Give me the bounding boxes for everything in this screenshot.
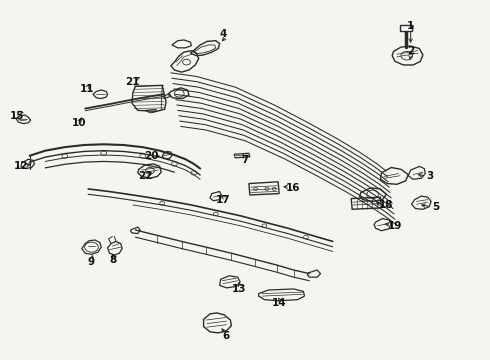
Text: 1: 1: [407, 21, 414, 31]
Text: 8: 8: [110, 255, 117, 265]
Text: 11: 11: [79, 84, 94, 94]
FancyBboxPatch shape: [400, 25, 412, 31]
Text: 22: 22: [138, 171, 152, 181]
Text: 20: 20: [144, 151, 159, 161]
Text: 10: 10: [72, 118, 87, 128]
Text: 21: 21: [125, 77, 139, 87]
Text: 14: 14: [272, 298, 287, 308]
Text: 4: 4: [220, 28, 227, 39]
Text: 12: 12: [14, 161, 28, 171]
Text: 15: 15: [10, 111, 24, 121]
Text: 2: 2: [407, 46, 414, 57]
Text: 7: 7: [241, 156, 249, 165]
Text: 3: 3: [426, 171, 434, 181]
Text: 5: 5: [432, 202, 440, 212]
Text: 16: 16: [286, 183, 300, 193]
Text: 17: 17: [216, 195, 230, 204]
Text: 18: 18: [379, 200, 393, 210]
Text: 6: 6: [222, 332, 229, 342]
Text: 19: 19: [388, 221, 402, 231]
Text: 9: 9: [88, 257, 95, 267]
Text: 13: 13: [232, 284, 246, 294]
